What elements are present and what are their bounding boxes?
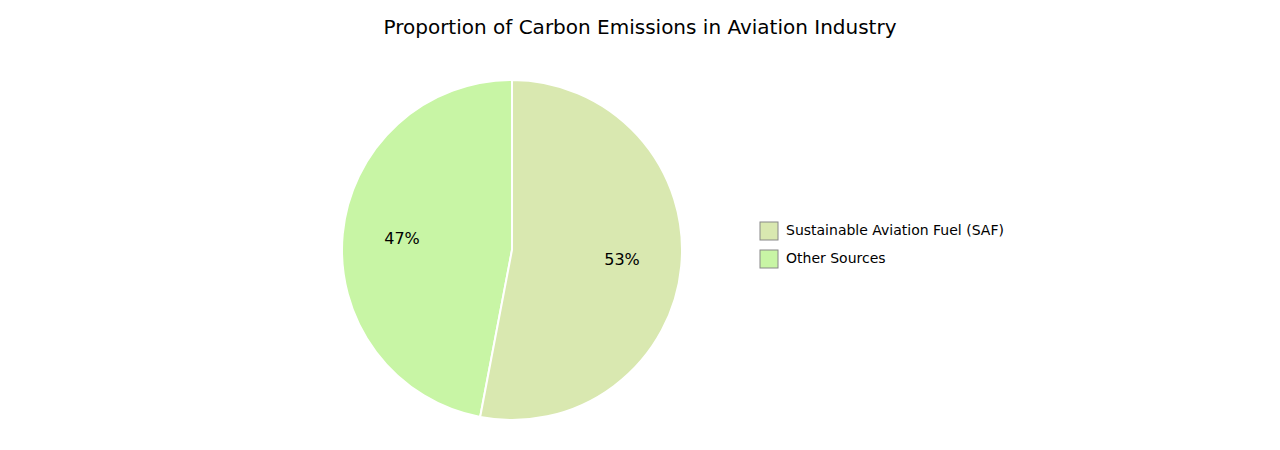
- legend: Sustainable Aviation Fuel (SAF) Other Sou…: [760, 222, 1004, 268]
- legend-item: Sustainable Aviation Fuel (SAF): [760, 222, 1004, 240]
- pie: [342, 80, 682, 420]
- legend-label: Sustainable Aviation Fuel (SAF): [786, 222, 1004, 238]
- legend-item: Other Sources: [760, 250, 886, 268]
- title: Proportion of Carbon Emissions in Aviati…: [383, 15, 896, 39]
- legend-label: Other Sources: [786, 250, 886, 266]
- data-labels: 47% 53%: [384, 229, 640, 269]
- pie-slice: [342, 80, 512, 417]
- data-label: 47%: [384, 229, 420, 248]
- pie-slice: [480, 80, 682, 420]
- legend-swatch: [760, 250, 778, 268]
- data-label: 53%: [604, 250, 640, 269]
- legend-swatch: [760, 222, 778, 240]
- chart: Proportion of Carbon Emissions in Aviati…: [0, 0, 1280, 450]
